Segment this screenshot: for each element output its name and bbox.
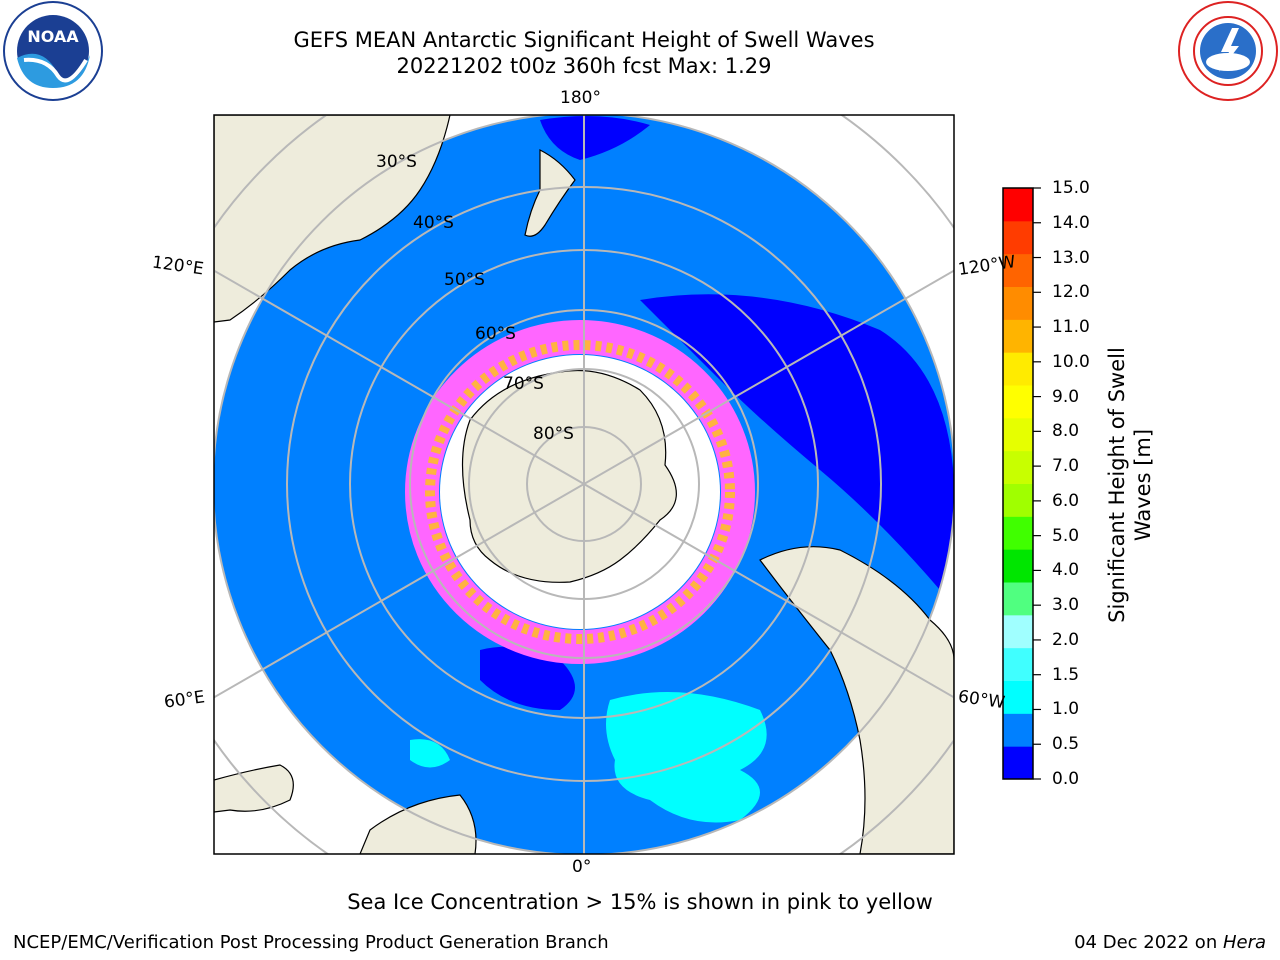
colorbar-title: Significant Height of Swell Waves [m] [1105, 347, 1155, 623]
footer-credit: NCEP/EMC/Verification Post Processing Pr… [13, 932, 609, 953]
colorbar-tick-label: 2.0 [1052, 629, 1080, 650]
colorbar-segment [1003, 417, 1033, 452]
lon-label-0: 0° [572, 857, 592, 877]
colorbar-segment [1003, 253, 1033, 287]
colorbar-segment [1003, 319, 1033, 353]
lat-label-50s: 50°S [444, 270, 485, 290]
noaa-logo-text: NOAA [27, 27, 79, 46]
sea-ice-note: Sea Ice Concentration > 15% is shown in … [347, 890, 933, 914]
colorbar-segment [1003, 713, 1033, 747]
colorbar-segment [1003, 352, 1033, 386]
colorbar-tick-label: 10.0 [1052, 351, 1090, 372]
colorbar-segment [1003, 385, 1033, 419]
lat-label-70s: 70°S [503, 374, 544, 394]
colorbar-tick-label: 13.0 [1052, 247, 1090, 268]
colorbar-tick-label: 9.0 [1052, 386, 1080, 407]
colorbar-segment [1003, 450, 1033, 484]
colorbar-tick-label: 11.0 [1052, 317, 1090, 338]
colorbar-frame [1002, 187, 1034, 780]
colorbar-tick-label: 4.0 [1052, 560, 1080, 581]
lat-label-40s: 40°S [413, 213, 454, 233]
low-swell-region-south [480, 646, 575, 710]
colorbar-segment [1003, 647, 1033, 681]
colorbar-tick-label: 5.0 [1052, 525, 1080, 546]
colorbar-tick-label: 3.0 [1052, 595, 1080, 616]
sea-ice-edge [405, 320, 755, 664]
low-swell-region-north [540, 116, 650, 160]
lat-label-60s: 60°S [475, 324, 516, 344]
colorbar-tick-label: 1.0 [1052, 699, 1080, 720]
land-new-zealand [524, 149, 576, 237]
colorbar-tick-label: 7.0 [1052, 456, 1080, 477]
colorbar-segment [1003, 483, 1033, 517]
graticule [214, 115, 954, 854]
low-swell-region-east [640, 294, 954, 592]
chart-subtitle: 20221202 t00z 360h fcst Max: 1.29 [396, 54, 772, 78]
map-frame [213, 114, 955, 855]
colorbar-tick-label: 15.0 [1052, 178, 1090, 198]
higher-swell-patch [410, 739, 450, 768]
footer-date: 04 Dec 2022 on Hera [1074, 932, 1266, 953]
colorbar-segment [1003, 286, 1033, 320]
colorbar-tick-label: 0.0 [1052, 769, 1080, 789]
colorbar-segment [1003, 516, 1033, 550]
colorbar [1003, 187, 1041, 780]
sea-ice-orange [425, 340, 735, 644]
colorbar-segment [1003, 746, 1033, 780]
colorbar-segment [1003, 582, 1033, 616]
noaa-logo-icon: NOAA [3, 1, 103, 101]
footer-date-text: 04 Dec 2022 on [1074, 932, 1223, 953]
land-africa [359, 794, 477, 854]
colorbar-tick-label: 1.5 [1052, 664, 1080, 685]
footer-machine: Hera [1222, 932, 1266, 953]
chart-title: GEFS MEAN Antarctic Significant Height o… [293, 28, 875, 52]
colorbar-segment [1003, 614, 1033, 649]
colorbar-segment [1003, 680, 1033, 714]
colorbar-tick-label: 6.0 [1052, 490, 1080, 511]
lat-label-30s: 30°S [376, 152, 417, 172]
colorbar-segment [1003, 549, 1033, 583]
nws-logo-icon [1178, 1, 1278, 101]
colorbar-tick-label: 8.0 [1052, 421, 1080, 442]
lon-label-180: 180° [560, 88, 601, 108]
colorbar-segment [1003, 220, 1033, 255]
lat-label-80s: 80°S [533, 424, 574, 444]
colorbar-tick-label: 12.0 [1052, 282, 1090, 303]
colorbar-tick-label: 0.5 [1052, 734, 1080, 755]
colorbar-segment [1003, 188, 1033, 222]
colorbar-tick-label: 14.0 [1052, 212, 1090, 233]
higher-swell-region [606, 692, 767, 823]
